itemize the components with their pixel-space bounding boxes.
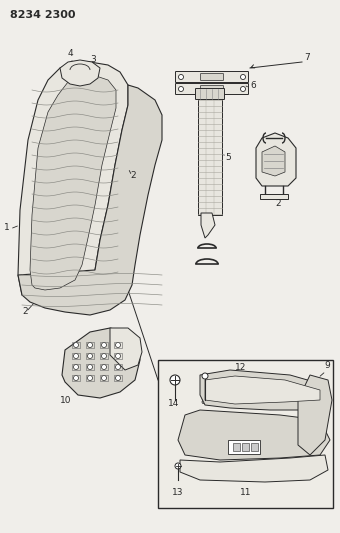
Bar bbox=[114, 353, 122, 359]
Polygon shape bbox=[18, 62, 128, 300]
Circle shape bbox=[87, 376, 92, 381]
Text: 12: 12 bbox=[235, 363, 246, 372]
Bar bbox=[72, 375, 80, 381]
Polygon shape bbox=[180, 455, 328, 482]
Text: 11: 11 bbox=[240, 488, 252, 497]
Polygon shape bbox=[178, 410, 330, 460]
Polygon shape bbox=[262, 146, 285, 176]
Bar bbox=[114, 342, 122, 348]
Text: 14: 14 bbox=[168, 399, 180, 408]
Polygon shape bbox=[62, 328, 140, 398]
Bar bbox=[251, 443, 258, 451]
Polygon shape bbox=[60, 60, 100, 86]
Polygon shape bbox=[205, 376, 320, 404]
Circle shape bbox=[87, 343, 92, 348]
Polygon shape bbox=[30, 76, 116, 290]
Text: 10: 10 bbox=[60, 396, 71, 405]
Circle shape bbox=[116, 376, 120, 381]
Circle shape bbox=[175, 463, 181, 469]
Text: 6: 6 bbox=[250, 81, 256, 90]
Bar bbox=[233, 443, 240, 451]
Bar bbox=[198, 97, 222, 215]
FancyBboxPatch shape bbox=[175, 71, 249, 83]
Text: 9: 9 bbox=[324, 361, 330, 370]
Circle shape bbox=[73, 343, 79, 348]
Text: 2: 2 bbox=[275, 199, 280, 208]
Text: 1: 1 bbox=[4, 223, 10, 232]
Polygon shape bbox=[298, 375, 332, 455]
Text: 8: 8 bbox=[200, 397, 206, 406]
Bar bbox=[158, 360, 333, 508]
Bar bbox=[86, 375, 94, 381]
Circle shape bbox=[116, 343, 120, 348]
FancyBboxPatch shape bbox=[201, 74, 223, 80]
Circle shape bbox=[102, 353, 106, 359]
Circle shape bbox=[102, 365, 106, 369]
Circle shape bbox=[73, 376, 79, 381]
Text: 2: 2 bbox=[130, 171, 136, 180]
Polygon shape bbox=[256, 133, 296, 186]
Text: 3: 3 bbox=[90, 55, 96, 64]
Polygon shape bbox=[18, 85, 162, 315]
Bar bbox=[86, 364, 94, 370]
Circle shape bbox=[178, 75, 184, 79]
Polygon shape bbox=[200, 370, 328, 410]
Polygon shape bbox=[228, 440, 260, 454]
Bar bbox=[86, 353, 94, 359]
Text: 13: 13 bbox=[172, 488, 184, 497]
Text: 5: 5 bbox=[225, 153, 231, 162]
Circle shape bbox=[178, 86, 184, 92]
Circle shape bbox=[202, 373, 208, 379]
Bar bbox=[100, 375, 108, 381]
Bar bbox=[114, 364, 122, 370]
Circle shape bbox=[116, 365, 120, 369]
Bar bbox=[72, 342, 80, 348]
Circle shape bbox=[170, 375, 180, 385]
Circle shape bbox=[87, 365, 92, 369]
Bar bbox=[72, 353, 80, 359]
FancyBboxPatch shape bbox=[201, 85, 223, 93]
Text: 12: 12 bbox=[310, 428, 321, 437]
Bar bbox=[72, 364, 80, 370]
Polygon shape bbox=[201, 213, 215, 238]
Text: 2: 2 bbox=[22, 307, 28, 316]
Bar bbox=[86, 342, 94, 348]
Circle shape bbox=[116, 353, 120, 359]
Circle shape bbox=[73, 365, 79, 369]
Circle shape bbox=[73, 353, 79, 359]
Circle shape bbox=[240, 86, 245, 92]
FancyBboxPatch shape bbox=[175, 84, 249, 94]
Text: 7: 7 bbox=[304, 53, 310, 62]
Bar bbox=[114, 375, 122, 381]
Circle shape bbox=[102, 376, 106, 381]
Circle shape bbox=[87, 353, 92, 359]
Bar bbox=[100, 364, 108, 370]
Bar bbox=[260, 194, 288, 199]
Bar bbox=[242, 443, 249, 451]
FancyBboxPatch shape bbox=[195, 88, 224, 100]
Circle shape bbox=[102, 343, 106, 348]
Polygon shape bbox=[110, 328, 142, 370]
Circle shape bbox=[240, 75, 245, 79]
Bar bbox=[100, 353, 108, 359]
Text: 4: 4 bbox=[68, 49, 74, 58]
Bar bbox=[100, 342, 108, 348]
Text: 8234 2300: 8234 2300 bbox=[10, 10, 75, 20]
